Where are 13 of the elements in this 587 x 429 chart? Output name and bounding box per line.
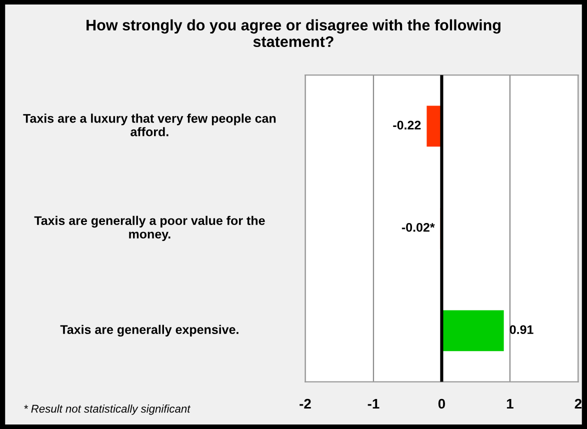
y-tick-label: Taxis are generally a poor value for the money. [34, 216, 265, 242]
data-label: -0.02* [402, 222, 435, 232]
data-label: -0.22 [393, 120, 421, 130]
text: * Result not statistically significant [24, 404, 191, 415]
chart-title: How strongly do you agree or disagree with the following statement? [86, 19, 500, 48]
y-tick-label: Taxis are a luxury that very few people can afford. [23, 114, 276, 136]
x-tick-label: 2 [574, 398, 582, 409]
data-label: 0.91 [510, 325, 534, 334]
x-tick-label: 0 [438, 398, 446, 409]
x-tick-label: 1 [506, 398, 514, 409]
y-tick-label: Taxis are generally expensive. [60, 324, 238, 337]
x-tick-label: -1 [368, 398, 380, 409]
x-tick-label: -2 [300, 398, 311, 409]
